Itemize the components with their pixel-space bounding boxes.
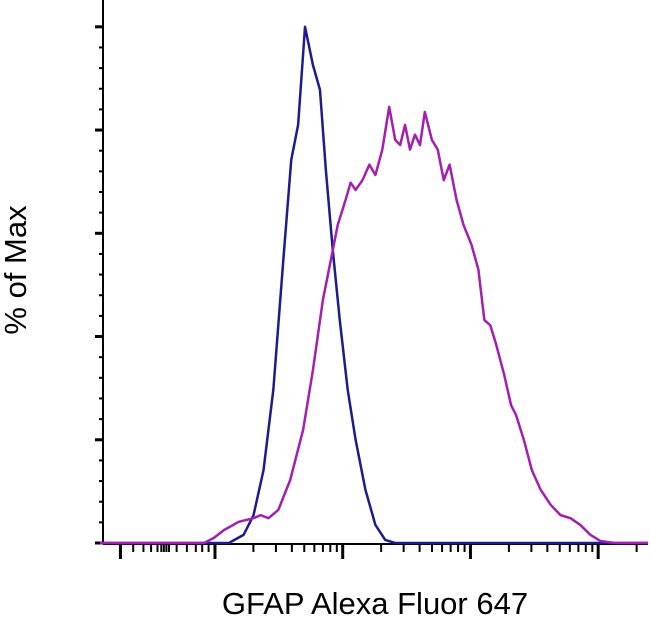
y-axis-label: % of Max [0,205,33,335]
histogram-line [100,105,648,545]
x-axis-label: GFAP Alexa Fluor 647 [222,586,528,621]
histogram-line [100,25,648,545]
